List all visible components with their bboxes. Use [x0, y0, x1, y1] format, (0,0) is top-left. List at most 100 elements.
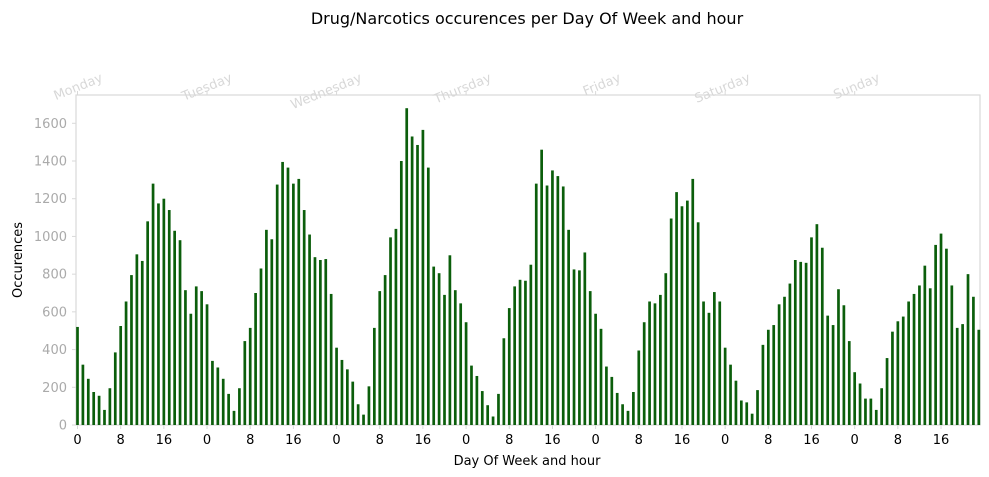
- bar: [572, 269, 576, 425]
- bar: [858, 383, 862, 425]
- bar: [680, 206, 684, 425]
- bar: [313, 257, 317, 425]
- bar: [437, 273, 441, 425]
- bar: [140, 260, 144, 425]
- day-label: Sunday: [831, 71, 882, 103]
- bar: [939, 233, 943, 425]
- bar: [92, 392, 96, 425]
- bar: [664, 273, 668, 425]
- bar: [874, 409, 878, 425]
- bar: [696, 222, 700, 425]
- bar: [766, 329, 770, 425]
- bar: [416, 144, 419, 425]
- bar: [739, 400, 743, 425]
- y-tick-label: 1000: [34, 230, 67, 245]
- bar: [243, 341, 247, 425]
- bar: [815, 224, 819, 425]
- bar: [578, 270, 581, 425]
- bar: [702, 301, 705, 425]
- bar: [103, 409, 106, 425]
- bar: [324, 259, 328, 425]
- bar: [130, 275, 133, 425]
- bar: [399, 161, 403, 425]
- bar: [955, 327, 959, 425]
- x-tick-label: 8: [376, 433, 384, 448]
- bar: [453, 290, 457, 425]
- y-tick-label: 1400: [34, 155, 67, 170]
- y-tick-label: 200: [42, 381, 67, 396]
- bar: [783, 296, 786, 425]
- x-tick-label: 0: [203, 433, 211, 448]
- x-tick-label: 8: [246, 433, 254, 448]
- bar: [610, 376, 614, 425]
- bar: [367, 386, 371, 425]
- x-tick-label: 0: [851, 433, 859, 448]
- bar: [599, 328, 603, 425]
- bar: [146, 221, 150, 425]
- bar: [718, 301, 722, 425]
- x-axis: 0 8 16 0 8 16 0 8 16 0 8 16 0 8 16 0 8 16 0 8 16: [73, 425, 949, 448]
- day-label: Saturday: [693, 71, 753, 107]
- bar: [750, 413, 754, 425]
- bar: [826, 315, 830, 425]
- bar: [81, 364, 85, 425]
- bar: [459, 303, 463, 425]
- bar: [297, 178, 301, 425]
- x-tick-label: 16: [933, 433, 950, 448]
- bar: [308, 234, 311, 425]
- bar: [912, 293, 916, 425]
- bar: [340, 359, 344, 425]
- bar: [891, 331, 894, 425]
- bar: [605, 366, 608, 425]
- day-label: Tuesday: [179, 71, 235, 105]
- bar: [432, 266, 436, 425]
- bar: [76, 326, 79, 425]
- bar: [885, 358, 889, 425]
- bar: [200, 291, 203, 425]
- bar: [799, 261, 803, 425]
- bar: [756, 390, 759, 425]
- bar: [113, 352, 117, 425]
- chart-title: Drug/Narcotics occurences per Day Of Wee…: [311, 9, 744, 28]
- bar: [491, 416, 495, 425]
- bar: [448, 255, 452, 425]
- bar: [723, 347, 727, 425]
- bar: [221, 378, 225, 425]
- bar: [745, 402, 749, 425]
- bar: [270, 239, 274, 425]
- bar: [686, 200, 689, 425]
- bar: [945, 248, 948, 425]
- y-tick-label: 600: [42, 305, 67, 320]
- bar: [173, 230, 176, 425]
- bar: [588, 291, 592, 425]
- bar: [378, 291, 382, 425]
- bar: [259, 268, 263, 425]
- bar: [238, 388, 241, 425]
- bar: [534, 183, 538, 425]
- bar: [594, 313, 597, 425]
- bar: [896, 321, 900, 425]
- bar: [653, 303, 657, 425]
- bar: [227, 393, 230, 425]
- bar: [362, 414, 365, 425]
- bar: [265, 229, 268, 425]
- bar: [335, 347, 338, 425]
- bar: [928, 288, 932, 425]
- x-tick-label: 0: [591, 433, 599, 448]
- bar: [518, 279, 522, 425]
- bar: [162, 198, 166, 425]
- bar: [961, 324, 964, 425]
- x-tick-label: 8: [635, 433, 643, 448]
- bar: [124, 301, 128, 425]
- bar: [194, 286, 198, 425]
- bar: [524, 280, 527, 425]
- day-labels: Monday Tuesday Wednesday Thursday Friday Satu…: [52, 71, 883, 113]
- bar: [389, 237, 392, 425]
- bar: [394, 228, 398, 425]
- bar: [205, 304, 209, 425]
- bar: [880, 388, 884, 425]
- bar: [421, 129, 425, 425]
- bar: [972, 296, 975, 425]
